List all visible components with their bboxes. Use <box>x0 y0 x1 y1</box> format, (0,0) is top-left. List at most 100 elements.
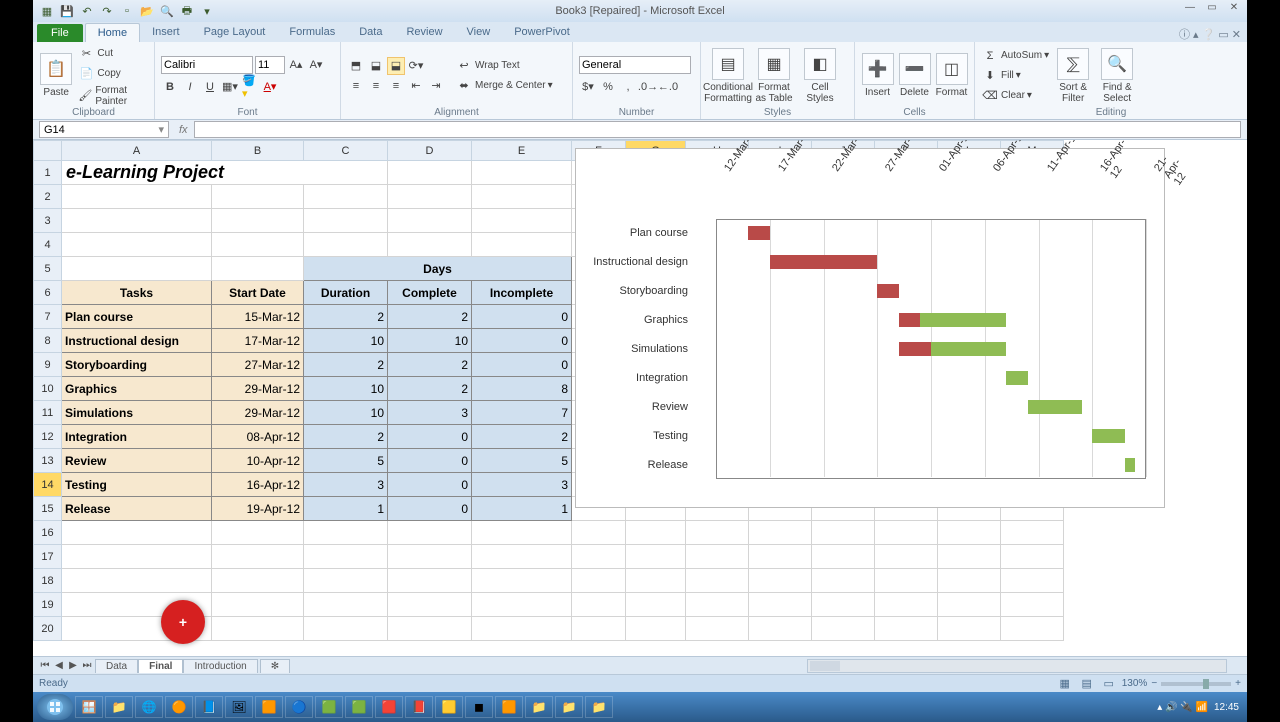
taskbar-app-13[interactable]: ◼ <box>465 696 493 718</box>
row-header-6[interactable]: 6 <box>34 281 62 305</box>
ribbon-tab-formulas[interactable]: Formulas <box>277 23 347 42</box>
cell-C16[interactable] <box>304 521 388 545</box>
col-header-B[interactable]: B <box>212 141 304 161</box>
close-button[interactable]: ✕ <box>1225 2 1243 16</box>
cell-E9[interactable]: 0 <box>472 353 572 377</box>
cell-E15[interactable]: 1 <box>472 497 572 521</box>
cell-A1[interactable]: e-Learning Project <box>62 161 388 185</box>
col-header-E[interactable]: E <box>472 141 572 161</box>
qat-save-icon[interactable]: 💾 <box>59 3 75 19</box>
cell-C12[interactable]: 2 <box>304 425 388 449</box>
border-button[interactable]: ▦▾ <box>221 78 239 96</box>
sheet-tab-final[interactable]: Final <box>138 659 183 673</box>
qat-redo-icon[interactable]: ↷ <box>99 3 115 19</box>
cell-B3[interactable] <box>212 209 304 233</box>
taskbar-app-17[interactable]: 📁 <box>585 696 613 718</box>
row-header-12[interactable]: 12 <box>34 425 62 449</box>
insert-cells-button[interactable]: ➕Insert <box>861 47 894 105</box>
cell-A9[interactable]: Storyboarding <box>62 353 212 377</box>
cell-H20[interactable] <box>686 617 749 641</box>
tab-nav-next[interactable]: ▶ <box>67 660 79 671</box>
fx-icon[interactable]: fx <box>179 124 188 136</box>
cell-I17[interactable] <box>749 545 812 569</box>
cell-F17[interactable] <box>572 545 626 569</box>
cell-A8[interactable]: Instructional design <box>62 329 212 353</box>
cell-L19[interactable] <box>938 593 1001 617</box>
ribbon-tab-insert[interactable]: Insert <box>140 23 192 42</box>
cell-C10[interactable]: 10 <box>304 377 388 401</box>
cell-I20[interactable] <box>749 617 812 641</box>
row-header-19[interactable]: 19 <box>34 593 62 617</box>
cell-A2[interactable] <box>62 185 212 209</box>
cell-M18[interactable] <box>1001 569 1064 593</box>
cell-L16[interactable] <box>938 521 1001 545</box>
cell-B20[interactable] <box>212 617 304 641</box>
italic-button[interactable]: I <box>181 78 199 96</box>
delete-cells-button[interactable]: ➖Delete <box>898 47 931 105</box>
cell-D15[interactable]: 0 <box>388 497 472 521</box>
increase-font-icon[interactable]: A▴ <box>287 56 305 74</box>
cell-C9[interactable]: 2 <box>304 353 388 377</box>
cell-M16[interactable] <box>1001 521 1064 545</box>
bold-button[interactable]: B <box>161 78 179 96</box>
row-header-11[interactable]: 11 <box>34 401 62 425</box>
cell-J20[interactable] <box>812 617 875 641</box>
taskbar-app-2[interactable]: 🌐 <box>135 696 163 718</box>
cell-B14[interactable]: 16-Apr-12 <box>212 473 304 497</box>
cell-J16[interactable] <box>812 521 875 545</box>
taskbar-app-1[interactable]: 📁 <box>105 696 133 718</box>
cell-E13[interactable]: 5 <box>472 449 572 473</box>
cell-B5[interactable] <box>212 257 304 281</box>
cell-C11[interactable]: 10 <box>304 401 388 425</box>
maximize-button[interactable]: ▭ <box>1203 2 1221 16</box>
cell-E20[interactable] <box>472 617 572 641</box>
ribbon-tab-home[interactable]: Home <box>85 23 140 42</box>
cell-B17[interactable] <box>212 545 304 569</box>
clear-button[interactable]: ⌫Clear▾ <box>981 87 1049 105</box>
align-center-icon[interactable]: ≡ <box>367 77 385 95</box>
cell-G16[interactable] <box>626 521 686 545</box>
zoom-slider[interactable] <box>1161 682 1231 686</box>
decrease-font-icon[interactable]: A▾ <box>307 56 325 74</box>
cell-C5[interactable]: Days <box>304 257 572 281</box>
cell-K16[interactable] <box>875 521 938 545</box>
ribbon-tab-powerpivot[interactable]: PowerPivot <box>502 23 582 42</box>
cell-D19[interactable] <box>388 593 472 617</box>
row-header-15[interactable]: 15 <box>34 497 62 521</box>
percent-format-icon[interactable]: % <box>599 78 617 96</box>
cell-K18[interactable] <box>875 569 938 593</box>
select-all-corner[interactable] <box>34 141 62 161</box>
cell-I19[interactable] <box>749 593 812 617</box>
number-format-select[interactable] <box>579 56 691 74</box>
cell-E12[interactable]: 2 <box>472 425 572 449</box>
cell-E7[interactable]: 0 <box>472 305 572 329</box>
cell-B16[interactable] <box>212 521 304 545</box>
cell-E8[interactable]: 0 <box>472 329 572 353</box>
cell-K17[interactable] <box>875 545 938 569</box>
cell-C8[interactable]: 10 <box>304 329 388 353</box>
cell-G20[interactable] <box>626 617 686 641</box>
fill-button[interactable]: ⬇Fill▾ <box>981 67 1049 85</box>
row-header-13[interactable]: 13 <box>34 449 62 473</box>
qat-undo-icon[interactable]: ↶ <box>79 3 95 19</box>
cell-L20[interactable] <box>938 617 1001 641</box>
row-header-8[interactable]: 8 <box>34 329 62 353</box>
cell-C19[interactable] <box>304 593 388 617</box>
cell-A11[interactable]: Simulations <box>62 401 212 425</box>
cell-D10[interactable]: 2 <box>388 377 472 401</box>
qat-open-icon[interactable]: 📂 <box>139 3 155 19</box>
wrap-text-button[interactable]: ↩Wrap Text <box>455 57 553 75</box>
new-sheet-button[interactable]: ✻ <box>260 659 290 673</box>
cell-G18[interactable] <box>626 569 686 593</box>
copy-button[interactable]: 📄Copy <box>77 65 148 83</box>
cell-L18[interactable] <box>938 569 1001 593</box>
cell-J18[interactable] <box>812 569 875 593</box>
cell-M19[interactable] <box>1001 593 1064 617</box>
cell-F18[interactable] <box>572 569 626 593</box>
ribbon-tab-page-layout[interactable]: Page Layout <box>192 23 278 42</box>
row-header-17[interactable]: 17 <box>34 545 62 569</box>
formula-input[interactable] <box>194 121 1241 138</box>
ribbon-help-icon[interactable]: ⓘ ▴ ❔ ▭ ✕ <box>1179 26 1247 42</box>
cell-A4[interactable] <box>62 233 212 257</box>
row-header-7[interactable]: 7 <box>34 305 62 329</box>
